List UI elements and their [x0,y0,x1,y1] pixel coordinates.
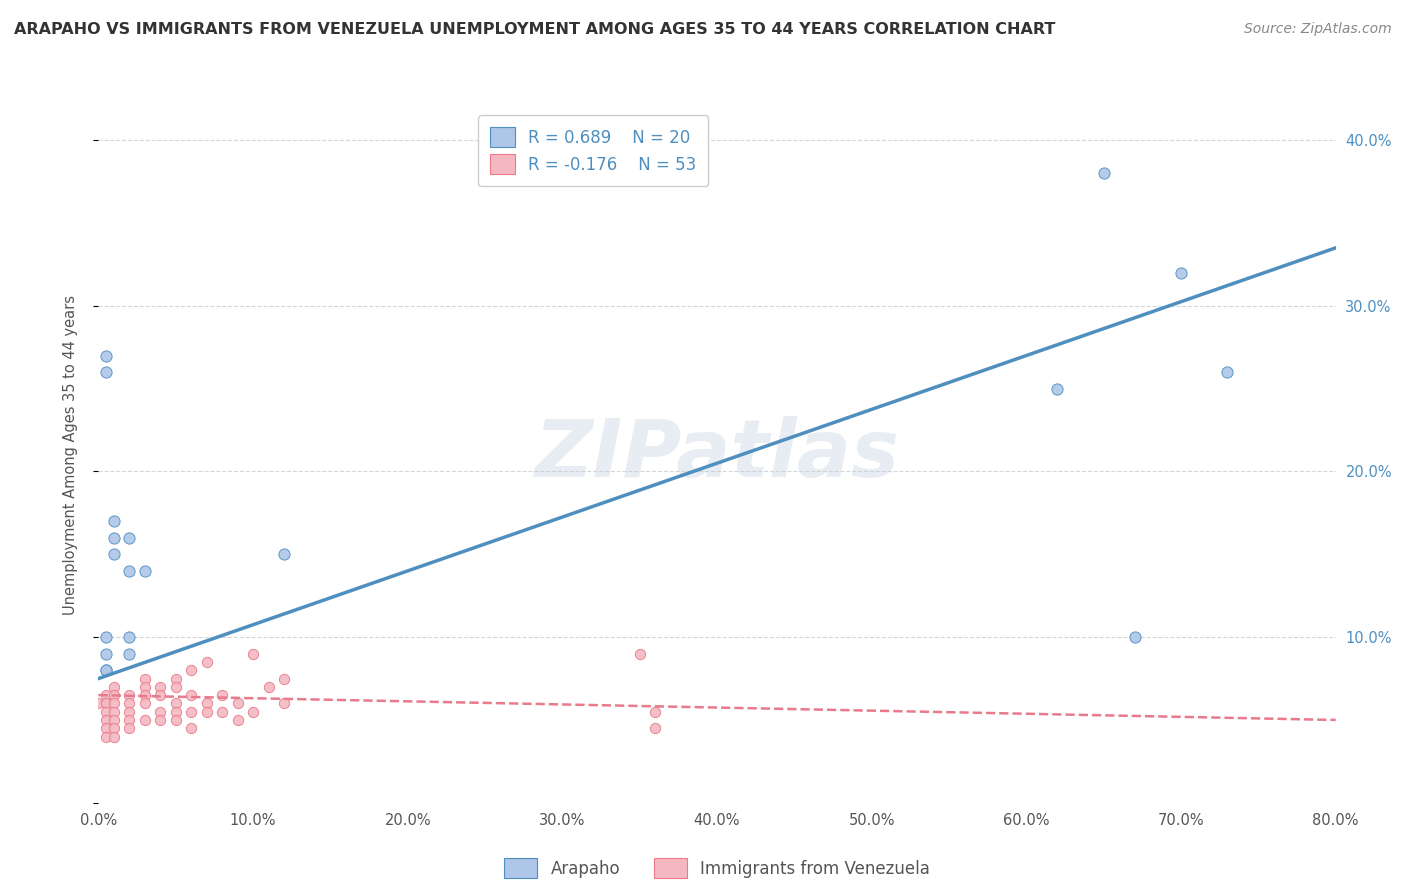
Point [211,705,233,719]
Point [96,713,118,727]
Point [103,721,125,735]
Point [211,688,233,702]
Point [96,630,118,644]
Point [226,697,249,711]
Y-axis label: Unemployment Among Ages 35 to 44 years: Unemployment Among Ages 35 to 44 years [63,295,77,615]
Point [149,713,172,727]
Point [180,663,202,677]
Point [118,531,141,545]
Point [87,697,110,711]
Point [103,705,125,719]
Point [103,688,125,702]
Point [134,688,156,702]
Text: ARAPAHO VS IMMIGRANTS FROM VENEZUELA UNEMPLOYMENT AMONG AGES 35 TO 44 YEARS CORR: ARAPAHO VS IMMIGRANTS FROM VENEZUELA UNE… [14,22,1056,37]
Point [165,680,187,694]
Point [118,721,141,735]
Point [96,663,118,677]
Point [134,564,156,578]
Point [118,647,141,661]
Point [195,697,218,711]
Point [180,705,202,719]
Point [96,697,118,711]
Point [628,647,651,661]
Point [242,705,264,719]
Point [134,697,156,711]
Point [149,688,172,702]
Text: Source: ZipAtlas.com: Source: ZipAtlas.com [1244,22,1392,37]
Point [96,349,118,363]
Point [103,680,125,694]
Point [226,713,249,727]
Point [273,672,295,686]
Point [96,721,118,735]
Point [180,721,202,735]
Point [103,514,125,528]
Text: ZIPatlas: ZIPatlas [534,416,900,494]
Point [149,680,172,694]
Point [96,688,118,702]
Point [96,663,118,677]
Point [118,705,141,719]
Legend: Arapaho, Immigrants from Venezuela: Arapaho, Immigrants from Venezuela [498,851,936,885]
Point [180,688,202,702]
Point [118,630,141,644]
Point [257,680,280,694]
Point [165,713,187,727]
Point [644,705,666,719]
Point [1216,365,1239,379]
Point [134,672,156,686]
Point [118,713,141,727]
Point [165,672,187,686]
Point [149,705,172,719]
Point [103,713,125,727]
Point [96,705,118,719]
Point [273,697,295,711]
Point [96,647,118,661]
Point [165,705,187,719]
Point [118,697,141,711]
Point [96,697,118,711]
Point [103,547,125,561]
Point [103,730,125,744]
Point [134,713,156,727]
Point [242,647,264,661]
Point [195,655,218,669]
Point [103,531,125,545]
Point [118,688,141,702]
Point [273,547,295,561]
Point [1123,630,1146,644]
Point [96,365,118,379]
Point [165,697,187,711]
Point [103,697,125,711]
Point [1170,266,1192,280]
Point [96,730,118,744]
Point [195,705,218,719]
Point [644,721,666,735]
Point [1046,382,1069,396]
Point [134,680,156,694]
Point [118,564,141,578]
Point [1092,166,1115,180]
